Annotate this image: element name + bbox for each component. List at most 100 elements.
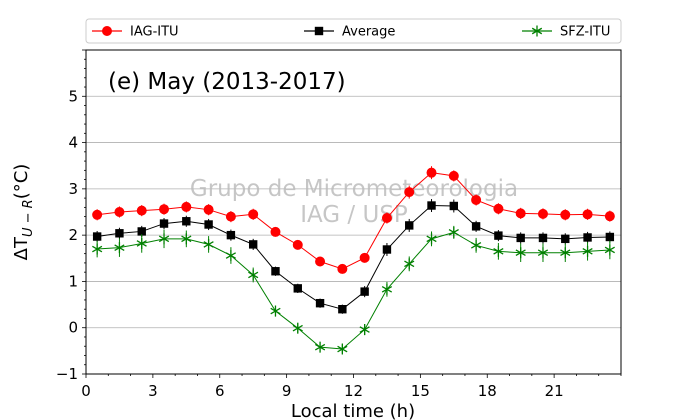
data-point [292, 322, 303, 334]
data-point [381, 283, 393, 295]
y-tick-label: 2 [68, 226, 78, 244]
legend-entry-iag-itu: IAG-ITU [92, 25, 179, 40]
data-point [270, 226, 281, 237]
x-axis: 0 3 6 9 12 15 18 21 [81, 374, 622, 400]
y-tick-label: 0 [68, 319, 78, 337]
data-point [516, 233, 525, 243]
data-point [448, 170, 459, 181]
data-point [182, 217, 191, 226]
data-point [338, 305, 347, 314]
data-point [203, 238, 214, 250]
series-sfz-itu [92, 225, 615, 355]
data-point [405, 221, 414, 230]
data-point [204, 220, 213, 229]
watermark-line-1: Grupo de Micrometeorologia [190, 176, 518, 202]
data-point [271, 267, 280, 276]
data-point [136, 205, 147, 216]
data-point [359, 252, 370, 263]
data-point [381, 213, 392, 224]
data-point [248, 209, 259, 220]
data-point [225, 250, 237, 262]
data-point [225, 211, 236, 222]
x-tick-label: 6 [215, 382, 225, 400]
data-point [604, 211, 615, 222]
data-point [159, 204, 170, 215]
y-tick-label: −1 [56, 365, 78, 383]
legend-marker [102, 26, 112, 36]
data-point [537, 247, 549, 259]
data-point [583, 233, 592, 242]
x-tick-label: 21 [545, 382, 564, 400]
data-point [426, 167, 437, 178]
legend-frame [85, 18, 622, 44]
data-point [248, 269, 259, 281]
series-average [92, 199, 615, 314]
data-point [382, 245, 392, 254]
data-point [359, 324, 370, 336]
data-point [360, 287, 369, 296]
y-axis-label: ΔTU − R(°C) [11, 164, 36, 261]
y-tick-label: 3 [68, 180, 78, 198]
data-point [314, 341, 326, 353]
legend: IAG-ITU Average SFZ-ITU [85, 18, 622, 44]
legend-entry-average: Average [304, 25, 395, 40]
series-line [97, 231, 610, 350]
data-point [114, 207, 125, 217]
y-tick-label: 5 [68, 87, 78, 105]
legend-marker [314, 26, 324, 36]
y-axis-label-symbol: ΔT [11, 236, 32, 260]
data-point [471, 194, 482, 205]
data-point [137, 227, 146, 236]
data-point [515, 247, 526, 259]
x-axis-label: Local time (h) [291, 401, 415, 420]
y-axis-label-subscript: U − R [21, 199, 36, 237]
watermark-line-2: IAG / USP [300, 202, 408, 228]
data-point [404, 258, 415, 270]
legend-label: Average [342, 25, 395, 40]
data-point [426, 233, 437, 245]
data-point [582, 245, 593, 257]
data-point [582, 209, 593, 220]
data-point [337, 263, 348, 274]
data-point [604, 244, 615, 256]
data-point [159, 219, 169, 228]
x-tick-label: 9 [282, 382, 292, 400]
data-point [449, 201, 459, 211]
data-point [605, 232, 615, 242]
data-point [404, 187, 415, 198]
watermark: Grupo de Micrometeorologia IAG / USP [190, 176, 518, 228]
data-point [114, 242, 125, 254]
data-point [448, 226, 459, 238]
data-point [561, 234, 570, 244]
data-point [248, 240, 258, 249]
data-point [515, 208, 526, 219]
data-point [538, 233, 548, 243]
data-point [493, 203, 504, 214]
x-tick-label: 3 [148, 382, 158, 400]
data-point [337, 343, 348, 355]
x-tick-label: 15 [411, 382, 430, 400]
data-point [181, 233, 192, 245]
data-point [158, 233, 170, 245]
data-point [494, 231, 503, 240]
y-tick-label: 1 [68, 272, 78, 290]
data-point [315, 298, 325, 308]
legend-label: IAG-ITU [130, 25, 179, 40]
data-point [115, 229, 124, 238]
y-axis: −1 0 1 2 3 4 5 [56, 49, 86, 383]
data-point [315, 256, 326, 267]
x-tick-label: 0 [81, 382, 91, 400]
panel-title: (e) May (2013-2017) [108, 69, 346, 95]
y-axis-label-unit: (°C) [11, 164, 32, 200]
y-tick-label: 4 [68, 134, 78, 152]
legend-label: SFZ-ITU [560, 25, 610, 40]
x-tick-label: 18 [478, 382, 497, 400]
data-point [92, 243, 103, 255]
data-point [560, 209, 571, 220]
data-point [471, 222, 481, 231]
data-point [181, 201, 192, 212]
data-point [470, 239, 482, 251]
series-layer [92, 166, 615, 355]
data-point [293, 284, 302, 293]
